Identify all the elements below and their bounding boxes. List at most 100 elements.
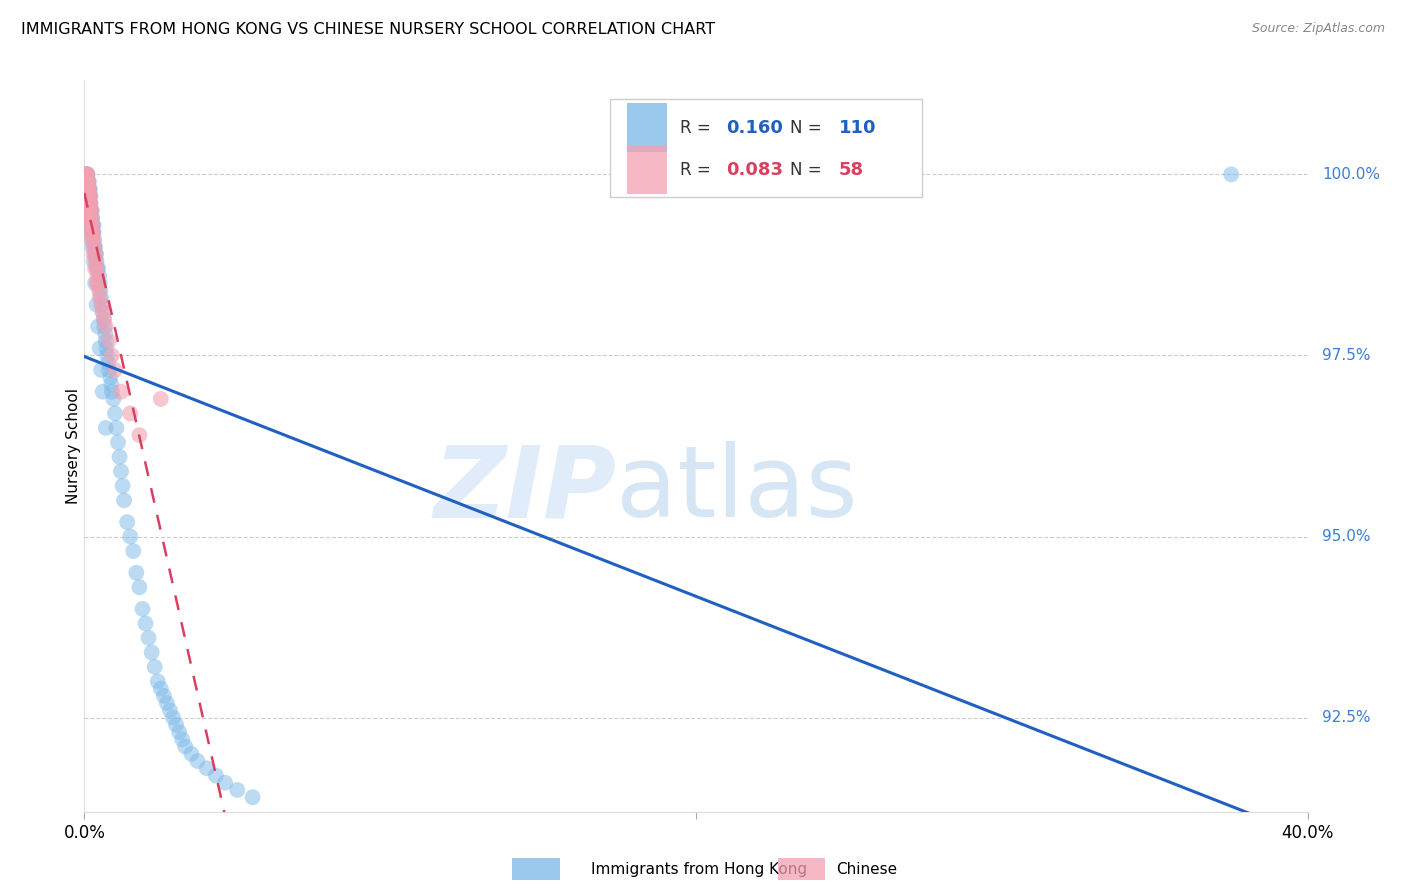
Point bbox=[143, 660, 166, 674]
Point bbox=[77, 189, 100, 203]
Point bbox=[80, 203, 103, 218]
Point bbox=[77, 182, 100, 196]
Point bbox=[80, 211, 103, 225]
Point bbox=[94, 326, 117, 341]
Point bbox=[174, 739, 197, 754]
Point bbox=[80, 203, 103, 218]
Point bbox=[162, 710, 184, 724]
Point bbox=[80, 211, 103, 225]
Point bbox=[77, 203, 100, 218]
Point bbox=[94, 319, 117, 334]
Point bbox=[84, 254, 107, 268]
Point bbox=[115, 515, 138, 529]
Point bbox=[77, 182, 100, 196]
Point bbox=[82, 218, 104, 232]
Point bbox=[97, 363, 120, 377]
Point bbox=[79, 211, 101, 225]
Point bbox=[91, 384, 114, 399]
Point bbox=[84, 240, 107, 254]
Point bbox=[77, 196, 100, 211]
Point bbox=[94, 334, 117, 348]
Point bbox=[76, 175, 98, 189]
Point bbox=[87, 283, 110, 297]
Point bbox=[75, 168, 97, 182]
Point bbox=[89, 283, 111, 297]
Point bbox=[103, 392, 125, 406]
Text: 97.5%: 97.5% bbox=[1322, 348, 1371, 363]
Point bbox=[80, 218, 103, 232]
Point bbox=[79, 196, 101, 211]
Point bbox=[82, 225, 104, 239]
Point bbox=[79, 189, 101, 203]
Point bbox=[76, 182, 98, 196]
Point bbox=[84, 276, 107, 290]
Point bbox=[110, 384, 132, 399]
Point bbox=[91, 305, 114, 319]
Point bbox=[93, 312, 115, 326]
Point bbox=[84, 247, 107, 261]
Text: R =: R = bbox=[681, 161, 716, 179]
Point bbox=[87, 261, 110, 276]
Point bbox=[226, 783, 249, 797]
Text: 0.083: 0.083 bbox=[727, 161, 783, 179]
Point bbox=[80, 203, 103, 218]
Point bbox=[83, 233, 105, 247]
Point bbox=[86, 254, 108, 268]
Point bbox=[101, 384, 124, 399]
Point bbox=[135, 616, 157, 631]
Point bbox=[91, 298, 114, 312]
Point bbox=[131, 602, 153, 616]
Point bbox=[79, 196, 101, 211]
Point bbox=[242, 790, 264, 805]
Point bbox=[80, 211, 103, 225]
Point bbox=[172, 732, 194, 747]
Point bbox=[80, 203, 103, 218]
Point bbox=[98, 370, 121, 384]
Text: ZIP: ZIP bbox=[433, 442, 616, 539]
Point bbox=[79, 189, 101, 203]
Point bbox=[87, 319, 110, 334]
Point bbox=[94, 421, 117, 435]
Point bbox=[76, 175, 98, 189]
Point bbox=[80, 233, 103, 247]
Point bbox=[76, 175, 98, 189]
Point bbox=[108, 450, 131, 464]
Point bbox=[97, 334, 120, 348]
Point bbox=[80, 225, 103, 239]
Point bbox=[76, 175, 98, 189]
Text: N =: N = bbox=[790, 119, 827, 136]
Point bbox=[125, 566, 148, 580]
Point bbox=[77, 182, 100, 196]
Point bbox=[89, 341, 111, 355]
Point bbox=[156, 696, 179, 710]
Point bbox=[80, 233, 103, 247]
Point bbox=[82, 240, 104, 254]
Point bbox=[128, 428, 150, 442]
Point bbox=[149, 681, 172, 696]
Point bbox=[93, 319, 115, 334]
Text: 110: 110 bbox=[839, 119, 876, 136]
Point bbox=[77, 196, 100, 211]
Point bbox=[146, 674, 169, 689]
Point bbox=[120, 406, 142, 420]
Point bbox=[77, 182, 100, 196]
Point bbox=[75, 168, 97, 182]
Point bbox=[180, 747, 202, 761]
Point bbox=[128, 580, 150, 594]
Point bbox=[82, 225, 104, 239]
Point bbox=[84, 247, 107, 261]
Point bbox=[96, 349, 118, 363]
Text: Chinese: Chinese bbox=[837, 863, 897, 877]
Point bbox=[77, 189, 100, 203]
Point bbox=[86, 298, 108, 312]
Text: atlas: atlas bbox=[616, 442, 858, 539]
Point bbox=[90, 298, 112, 312]
Point bbox=[80, 211, 103, 225]
Point bbox=[195, 761, 218, 775]
Point bbox=[141, 645, 163, 659]
Point bbox=[86, 261, 108, 276]
Point bbox=[90, 291, 112, 305]
Point bbox=[86, 268, 108, 283]
Point bbox=[79, 189, 101, 203]
Point bbox=[80, 225, 103, 239]
